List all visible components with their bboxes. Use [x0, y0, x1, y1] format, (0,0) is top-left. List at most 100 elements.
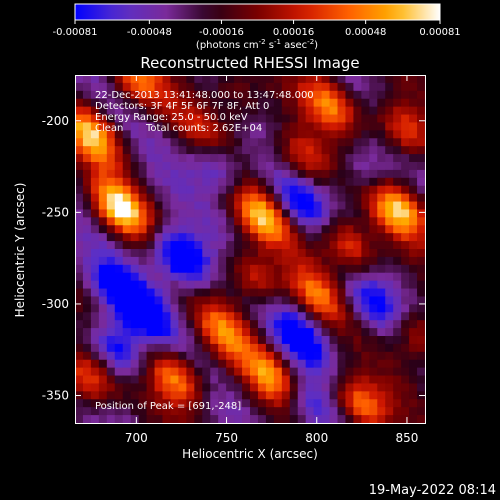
heatmap-cell: [393, 201, 402, 211]
heatmap-cell: [345, 328, 354, 337]
heatmap-cell: [273, 169, 283, 179]
heatmap-cell: [242, 288, 251, 298]
heatmap-cell: [130, 114, 140, 124]
heatmap-cell: [170, 98, 179, 108]
heatmap-cell: [265, 343, 275, 353]
heatmap-cell: [345, 114, 354, 124]
heatmap-cell: [138, 415, 148, 424]
heatmap-cell: [401, 138, 410, 147]
heatmap-cell: [305, 201, 315, 211]
heatmap-cell: [98, 336, 108, 345]
heatmap-cell: [210, 169, 219, 179]
heatmap-cell: [345, 193, 354, 203]
heatmap-cell: [226, 367, 235, 377]
heatmap-cell: [250, 209, 259, 218]
heatmap-cell: [265, 304, 275, 313]
heatmap-cell: [146, 304, 156, 313]
heatmap-cell: [401, 98, 410, 108]
heatmap-cell: [218, 162, 227, 171]
heatmap-cell: [393, 217, 402, 226]
y-tick-label: -250: [42, 205, 69, 219]
heatmap-cell: [162, 399, 172, 408]
heatmap-cell: [377, 304, 386, 313]
heatmap-cell: [75, 98, 84, 108]
heatmap-cell: [305, 138, 315, 147]
heatmap-cell: [138, 98, 148, 108]
heatmap-cell: [194, 256, 203, 266]
heatmap-cell: [138, 407, 148, 416]
heatmap-cell: [234, 146, 243, 155]
heatmap-cell: [345, 90, 354, 100]
chart-title: Reconstructed RHESSI Image: [140, 54, 359, 72]
heatmap-cell: [321, 82, 331, 92]
heatmap-cell: [297, 90, 307, 100]
heatmap-cell: [106, 138, 116, 147]
heatmap-cell: [90, 383, 100, 392]
heatmap-cell: [218, 288, 227, 298]
heatmap-cell: [226, 328, 235, 337]
heatmap-cell: [313, 75, 323, 84]
heatmap-cell: [170, 185, 179, 195]
heatmap-cell: [265, 320, 275, 329]
heatmap-cell: [106, 98, 116, 108]
heatmap-cell: [417, 162, 426, 171]
heatmap-cell: [417, 177, 426, 187]
heatmap-cell: [321, 280, 331, 290]
heatmap-cell: [345, 407, 354, 416]
heatmap-cell: [361, 399, 370, 408]
heatmap-cell: [369, 343, 378, 353]
heatmap-cell: [106, 399, 116, 408]
heatmap-cell: [385, 154, 394, 163]
heatmap-cell: [194, 209, 203, 218]
heatmap-cell: [75, 264, 84, 274]
heatmap-cell: [401, 304, 410, 313]
heatmap-cell: [361, 296, 370, 305]
heatmap-cell: [385, 106, 394, 116]
heatmap-cell: [75, 320, 84, 329]
heatmap-cell: [385, 367, 394, 377]
heatmap-cell: [265, 122, 275, 131]
heatmap-cell: [202, 82, 211, 92]
heatmap-cell: [170, 399, 179, 408]
heatmap-cell: [409, 249, 418, 258]
heatmap-cell: [265, 288, 275, 298]
heatmap-cell: [297, 82, 307, 92]
heatmap-cell: [130, 90, 140, 100]
heatmap-cell: [297, 130, 307, 139]
heatmap-cell: [377, 177, 386, 187]
heatmap-cell: [305, 154, 315, 163]
annotation-peak-position: Position of Peak = [691,-248]: [95, 401, 241, 412]
heatmap-cell: [178, 209, 187, 218]
heatmap-cell: [250, 201, 259, 211]
heatmap-cell: [313, 296, 323, 305]
heatmap-cell: [297, 343, 307, 353]
heatmap-cell: [281, 90, 291, 100]
heatmap-cell: [273, 154, 283, 163]
heatmap-cell: [226, 225, 235, 234]
heatmap-cell: [242, 193, 251, 203]
heatmap-cell: [122, 154, 132, 163]
heatmap-cell: [194, 82, 203, 92]
heatmap-cell: [82, 75, 92, 84]
heatmap-cell: [178, 272, 187, 282]
heatmap-cell: [106, 375, 116, 385]
heatmap-cell: [154, 375, 164, 385]
heatmap-cell: [273, 241, 283, 250]
heatmap-cell: [273, 264, 283, 274]
heatmap-cell: [146, 288, 156, 298]
heatmap-cell: [369, 391, 378, 400]
heatmap-cell: [170, 383, 179, 392]
heatmap-cell: [257, 399, 267, 408]
heatmap-cell: [162, 328, 172, 337]
heatmap-cell: [257, 288, 267, 298]
heatmap-cell: [202, 169, 211, 179]
heatmap-cell: [250, 146, 259, 155]
heatmap-cell: [82, 336, 92, 345]
heatmap-cell: [345, 336, 354, 345]
heatmap-cell: [409, 106, 418, 116]
heatmap-cell: [305, 415, 315, 424]
heatmap-cell: [361, 328, 370, 337]
heatmap-cell: [337, 177, 347, 187]
heatmap-cell: [154, 288, 164, 298]
heatmap-cell: [146, 233, 156, 242]
